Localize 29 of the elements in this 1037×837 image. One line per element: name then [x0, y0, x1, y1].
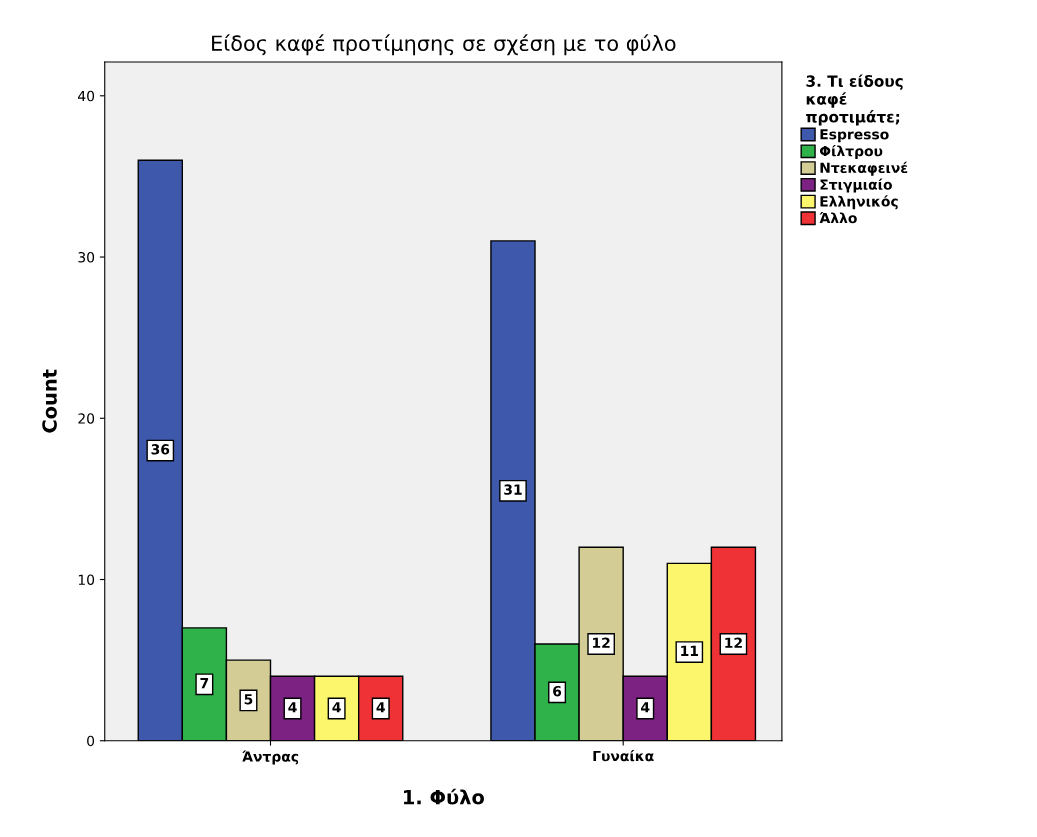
data-label: 4	[641, 702, 650, 713]
y-axis-title: Count	[42, 369, 57, 433]
data-label: 7	[200, 678, 209, 689]
y-tick-label: 30	[78, 252, 95, 263]
legend-label: Φίλτρου	[819, 144, 883, 159]
x-tick-label: Άντρας	[242, 750, 299, 765]
data-label: 4	[376, 702, 385, 713]
y-tick-label: 10	[78, 574, 95, 585]
data-label: 6	[553, 685, 562, 697]
data-label: 12	[593, 637, 610, 648]
x-axis-title: 1. Φύλο	[404, 788, 484, 805]
legend-label: Espresso	[820, 129, 889, 143]
data-label: 11	[681, 645, 699, 656]
y-tick-label: 40	[78, 90, 95, 102]
data-label: 4	[288, 702, 297, 713]
data-label: 12	[725, 637, 742, 648]
chart-title: Είδος καφέ προτίμησης σε σχέση με το φύλο	[212, 34, 676, 56]
data-label: 4	[332, 702, 341, 713]
data-label: 36	[151, 444, 170, 455]
legend-label: Άλλο	[819, 211, 857, 224]
y-tick-label: 0	[87, 735, 95, 747]
y-tick-label: 20	[78, 413, 95, 424]
data-label: 5	[244, 694, 253, 705]
legend-label: Ντεκαφεινέ	[820, 161, 908, 176]
legend-label: Ελληνικός	[820, 195, 898, 210]
legend-label: Στιγμιαίο	[820, 178, 892, 193]
legend-title: 3. Τι είδους καφέ προτιμάτε;	[806, 74, 903, 126]
x-tick-label: Γυναίκα	[593, 749, 654, 762]
data-label: 31	[504, 484, 522, 495]
